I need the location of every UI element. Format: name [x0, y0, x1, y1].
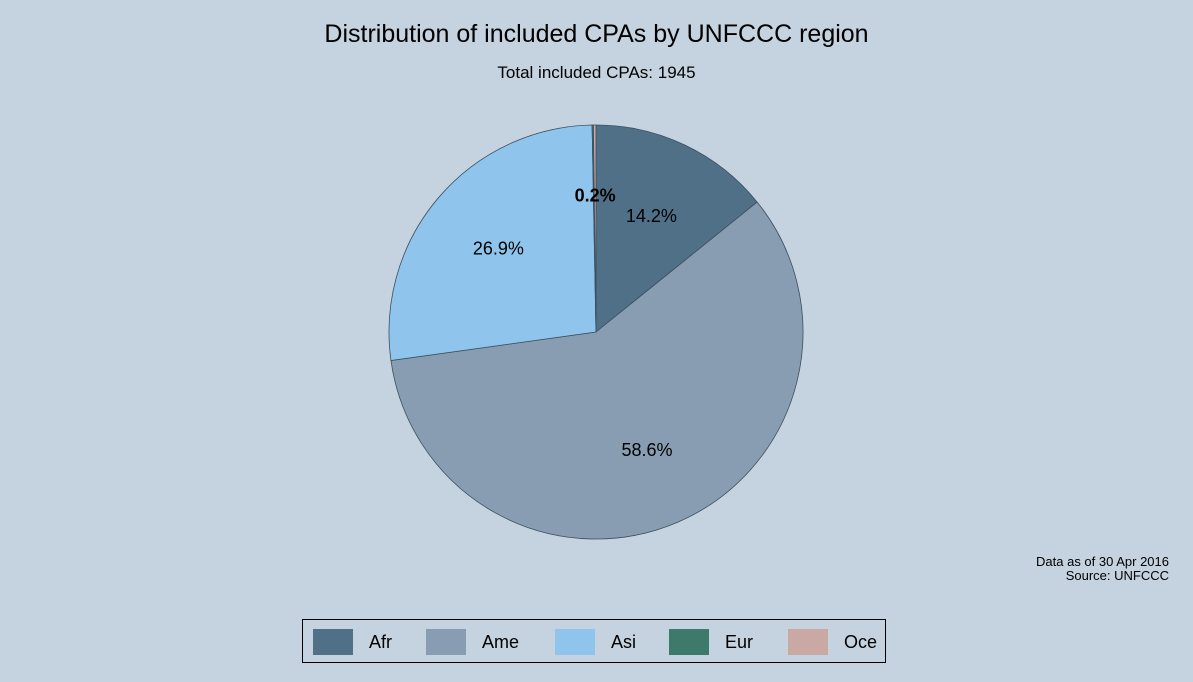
pie-slice-afr [595, 124, 758, 333]
slice-label-asi: 26.9% [473, 239, 524, 259]
source-text: Source: UNFCCC [1065, 568, 1169, 583]
pie-slice-oce [592, 124, 597, 333]
legend-label-eur: Eur [725, 632, 754, 652]
legend-swatch-asi [555, 629, 595, 655]
legend-swatch-oce [788, 629, 828, 655]
slice-label-afr: 14.2% [626, 206, 677, 226]
legend-label-asi: Asi [611, 632, 637, 652]
slice-label-oce: 0.2% [575, 185, 616, 205]
chart-title: Distribution of included CPAs by UNFCCC … [324, 20, 869, 48]
source-note: Data as of 30 Apr 2016 Source: UNFCCC [1036, 555, 1169, 583]
data-date-note: Data as of 30 Apr 2016 [1036, 554, 1169, 569]
chart-subtitle: Total included CPAs: 1945 [497, 63, 696, 82]
legend-label-ame: Ame [482, 632, 520, 652]
legend-swatch-afr [313, 629, 353, 655]
pie-slice-asi [388, 124, 597, 361]
legend-label-afr: Afr [369, 632, 393, 652]
legend-label-oce: Oce [844, 632, 878, 652]
legend-swatch-ame [426, 629, 466, 655]
legend: Afr Ame Asi Eur Oce [302, 619, 886, 663]
legend-swatch-eur [669, 629, 709, 655]
pie-slice-ame [390, 201, 804, 540]
slice-label-ame: 58.6% [621, 440, 672, 460]
